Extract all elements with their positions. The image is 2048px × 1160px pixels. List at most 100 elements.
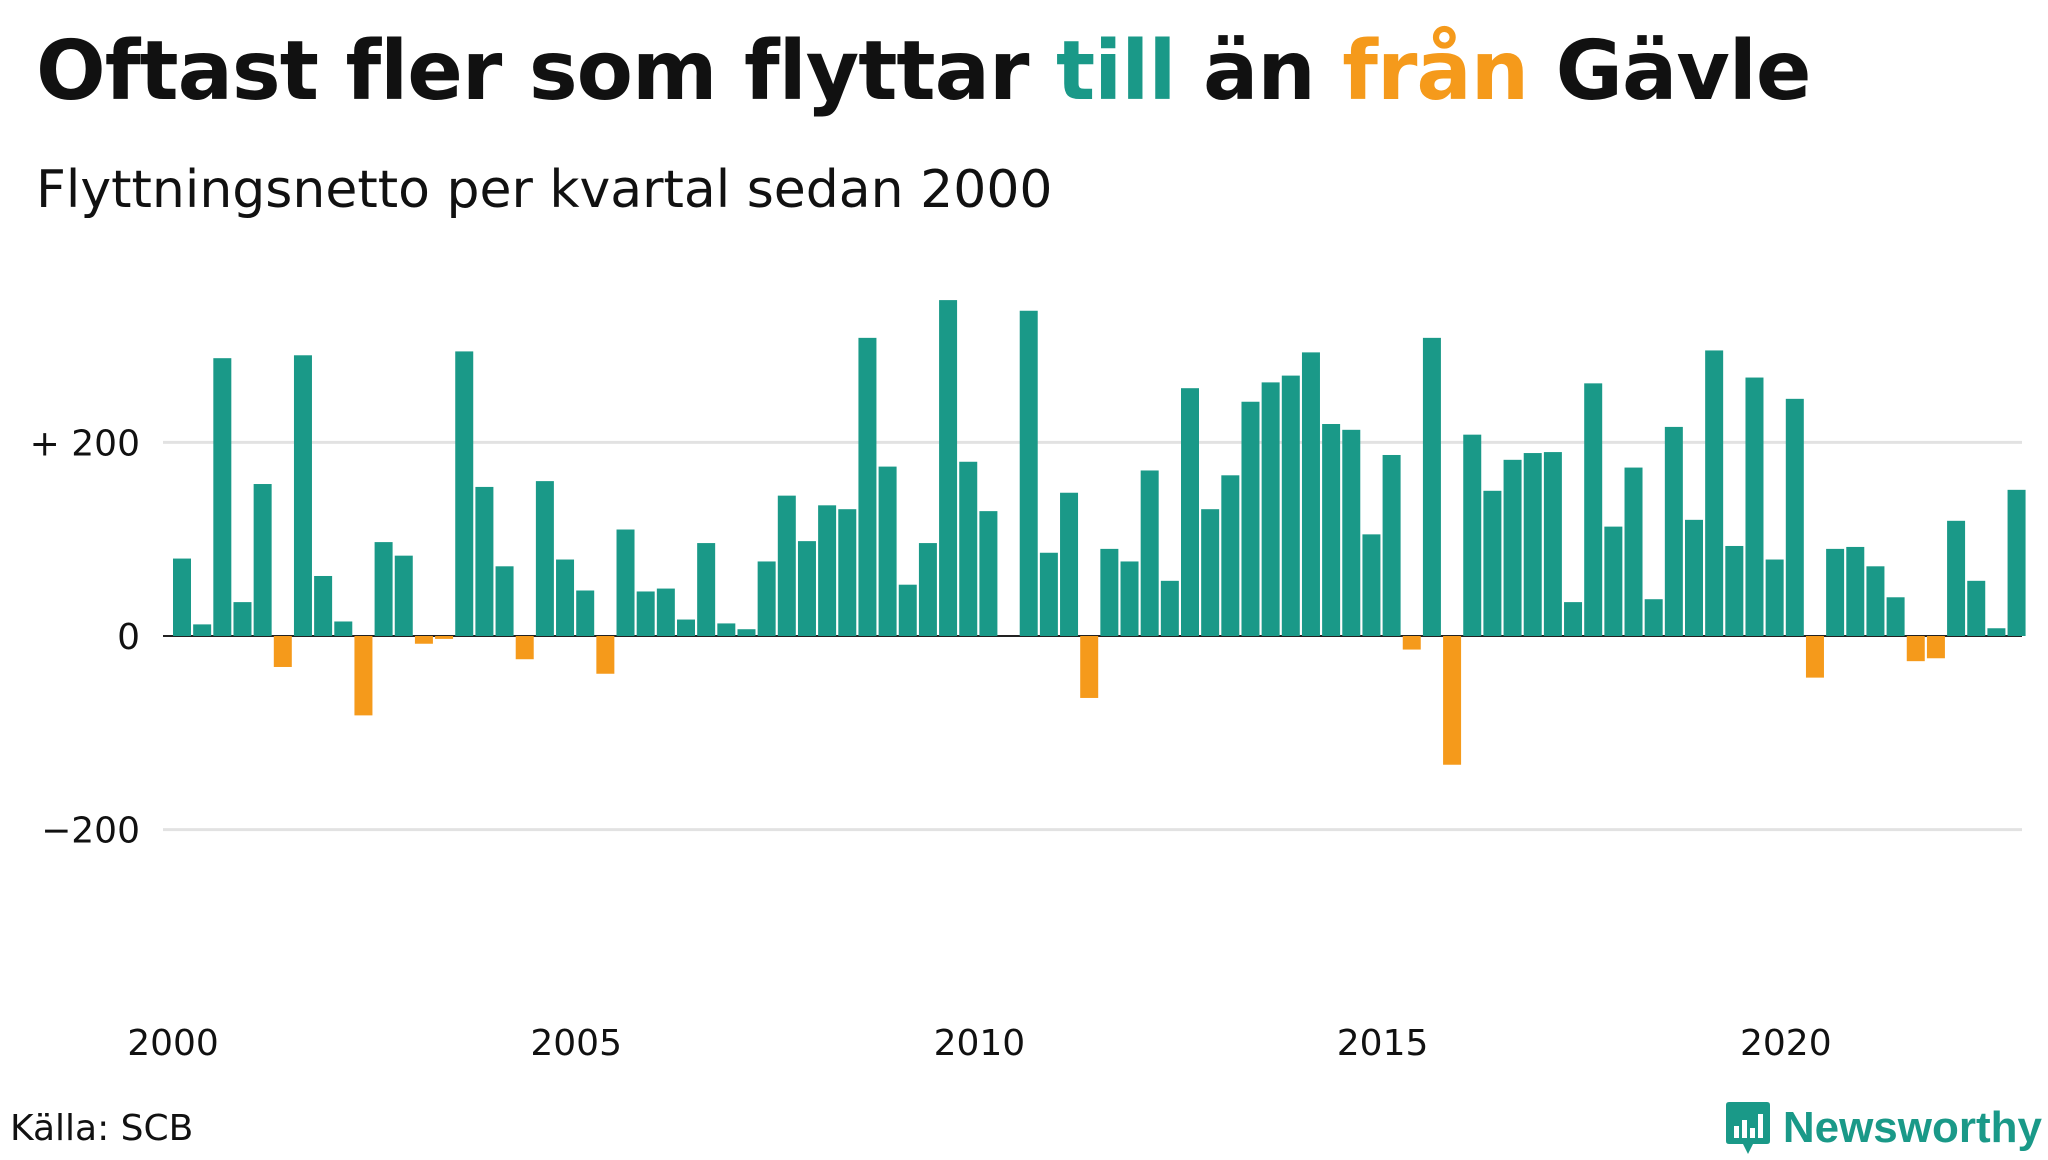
bar <box>596 636 615 674</box>
bar <box>1785 398 1804 636</box>
bar <box>213 358 232 636</box>
bar <box>233 602 252 636</box>
bar <box>334 621 353 636</box>
bar <box>1584 383 1603 636</box>
bar <box>374 542 393 636</box>
bar <box>173 558 191 636</box>
x-tick-label: 2020 <box>1740 1023 1832 1064</box>
bar <box>2007 489 2026 636</box>
bar <box>455 351 474 636</box>
bar <box>1060 492 1079 636</box>
bar <box>959 461 978 636</box>
bar <box>697 543 716 636</box>
bar <box>1926 636 1945 659</box>
bar <box>1604 526 1623 636</box>
title-part: till <box>1055 24 1177 119</box>
bar <box>1322 424 1341 636</box>
logo-text: Newsworthy <box>1782 1103 2042 1152</box>
bar <box>1181 388 1199 636</box>
x-tick-label: 2000 <box>127 1023 219 1064</box>
bar <box>1201 509 1220 636</box>
title-part: Gävle <box>1528 24 1812 119</box>
y-tick-label: 0 <box>117 617 140 658</box>
bar <box>1100 548 1119 636</box>
bar <box>918 543 937 636</box>
bar-chart-speech-bubble-icon <box>1725 1102 1770 1154</box>
bar <box>858 337 877 636</box>
bar <box>253 484 272 636</box>
bar <box>757 561 776 636</box>
bar <box>1301 352 1320 636</box>
bar <box>1644 599 1663 636</box>
bar <box>1503 459 1522 636</box>
bar <box>556 559 575 636</box>
bar <box>354 636 373 716</box>
title-part: från <box>1342 24 1529 119</box>
bar <box>1705 350 1724 636</box>
bar <box>1947 520 1966 636</box>
bar <box>1523 453 1542 636</box>
bar <box>193 624 212 636</box>
bar <box>1765 559 1784 636</box>
bar <box>1281 375 1300 636</box>
bar <box>1019 310 1038 636</box>
y-tick-label: −200 <box>41 811 140 852</box>
chart-subtitle: Flyttningsnetto per kvartal sedan 2000 <box>36 160 1053 220</box>
bar <box>1422 337 1441 636</box>
bar <box>898 584 917 636</box>
bar <box>1685 519 1703 636</box>
bar <box>1866 566 1885 636</box>
bars <box>173 300 2026 765</box>
axis-labels: + 200 0 −200 2000 2005 2010 2015 2020 <box>30 423 1832 1064</box>
bar <box>1886 597 1905 636</box>
bar <box>414 636 433 644</box>
bar <box>1624 467 1643 636</box>
x-tick-label: 2015 <box>1337 1023 1429 1064</box>
bar <box>1745 377 1764 636</box>
bar <box>1543 452 1562 636</box>
bar <box>979 511 998 636</box>
bar <box>1241 401 1260 636</box>
bar <box>1463 434 1482 636</box>
bar <box>1987 628 2006 636</box>
bar <box>1967 580 1986 636</box>
bar <box>1140 470 1159 636</box>
bar <box>1342 429 1361 636</box>
x-tick-label: 2010 <box>934 1023 1026 1064</box>
bar <box>535 481 554 636</box>
bar <box>777 495 796 636</box>
bar <box>475 486 494 636</box>
bar <box>1826 548 1845 636</box>
newsworthy-logo: Newsworthy <box>1725 1096 2042 1160</box>
bar <box>838 509 857 636</box>
bar <box>1906 636 1925 662</box>
bar <box>1664 426 1683 636</box>
bar <box>1402 636 1421 650</box>
bar <box>1261 382 1280 636</box>
bar <box>939 300 958 636</box>
bar <box>1725 545 1744 636</box>
chart-title: Oftast fler som flyttar till än från Gäv… <box>36 24 1812 119</box>
bar <box>273 636 292 667</box>
bar <box>878 466 897 636</box>
bar <box>717 623 736 636</box>
bar <box>1564 602 1583 636</box>
bar <box>1443 636 1462 765</box>
bar <box>1120 561 1139 636</box>
bar <box>1039 552 1058 636</box>
bar <box>515 636 534 660</box>
bar <box>1362 534 1381 636</box>
bar <box>1080 636 1099 698</box>
bar <box>656 588 675 636</box>
bar <box>818 505 837 636</box>
bar <box>1846 546 1865 636</box>
bar <box>1382 454 1401 636</box>
bar <box>737 629 756 636</box>
bar <box>1483 490 1502 636</box>
title-part: Oftast fler som flyttar <box>36 24 1056 119</box>
bar <box>576 590 595 636</box>
bar <box>495 566 514 636</box>
bar <box>677 619 695 636</box>
bar <box>1805 636 1824 678</box>
bar <box>1221 475 1240 636</box>
